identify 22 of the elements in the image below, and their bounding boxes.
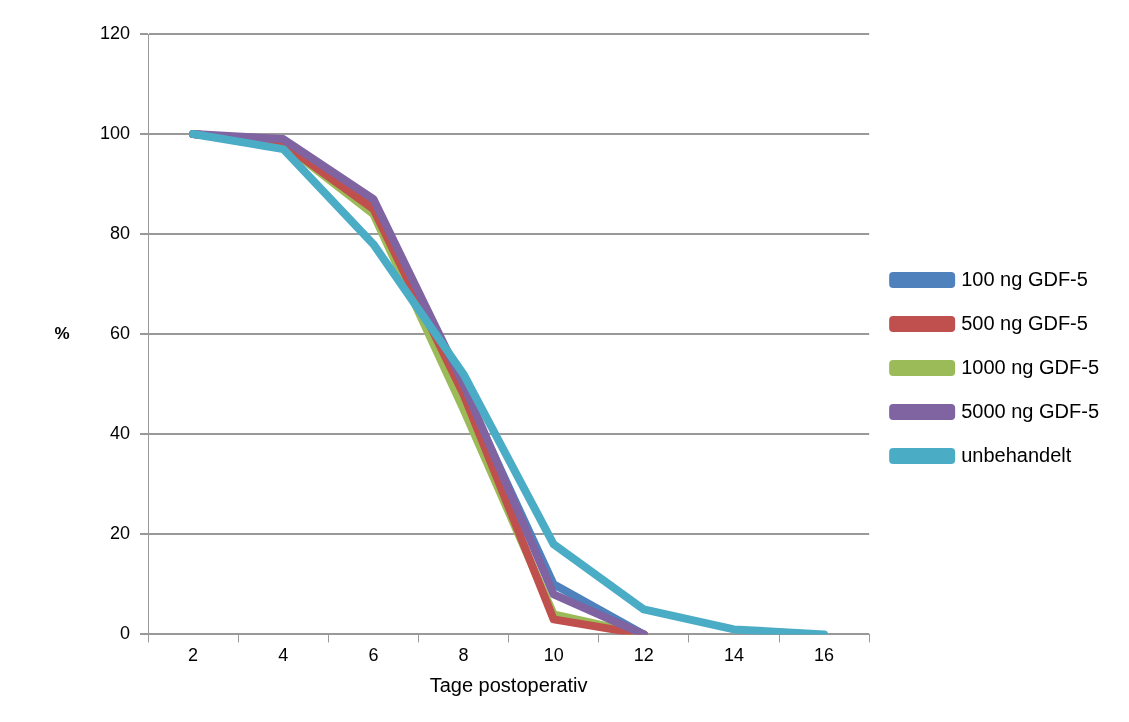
legend-label: unbehandelt <box>961 443 1072 466</box>
legend-label: 500 ng GDF-5 <box>961 311 1088 334</box>
x-tick-label: 12 <box>633 645 654 666</box>
y-axis-title: % <box>54 323 70 343</box>
legend-label: 5000 ng GDF-5 <box>961 399 1100 422</box>
x-tick-label: 4 <box>278 645 289 666</box>
x-tick-label: 10 <box>543 645 564 666</box>
x-tick-label: 14 <box>723 645 744 666</box>
x-tick-label: 2 <box>188 645 199 666</box>
legend-label: 100 ng GDF-5 <box>961 267 1088 290</box>
y-tick-label: 60 <box>110 323 131 344</box>
y-tick-label: 120 <box>99 22 131 43</box>
y-tick-label: 20 <box>110 523 131 544</box>
legend-label: 1000 ng GDF-5 <box>961 355 1100 378</box>
x-tick-label: 8 <box>458 645 469 666</box>
y-tick-label: 100 <box>99 123 131 144</box>
y-tick-label: 80 <box>110 223 131 244</box>
x-tick-label: 16 <box>814 645 835 666</box>
x-tick-label: 6 <box>368 645 379 666</box>
x-axis-title: Tage postoperativ <box>429 673 588 696</box>
y-tick-label: 40 <box>110 423 131 444</box>
y-tick-label: 0 <box>120 623 131 644</box>
